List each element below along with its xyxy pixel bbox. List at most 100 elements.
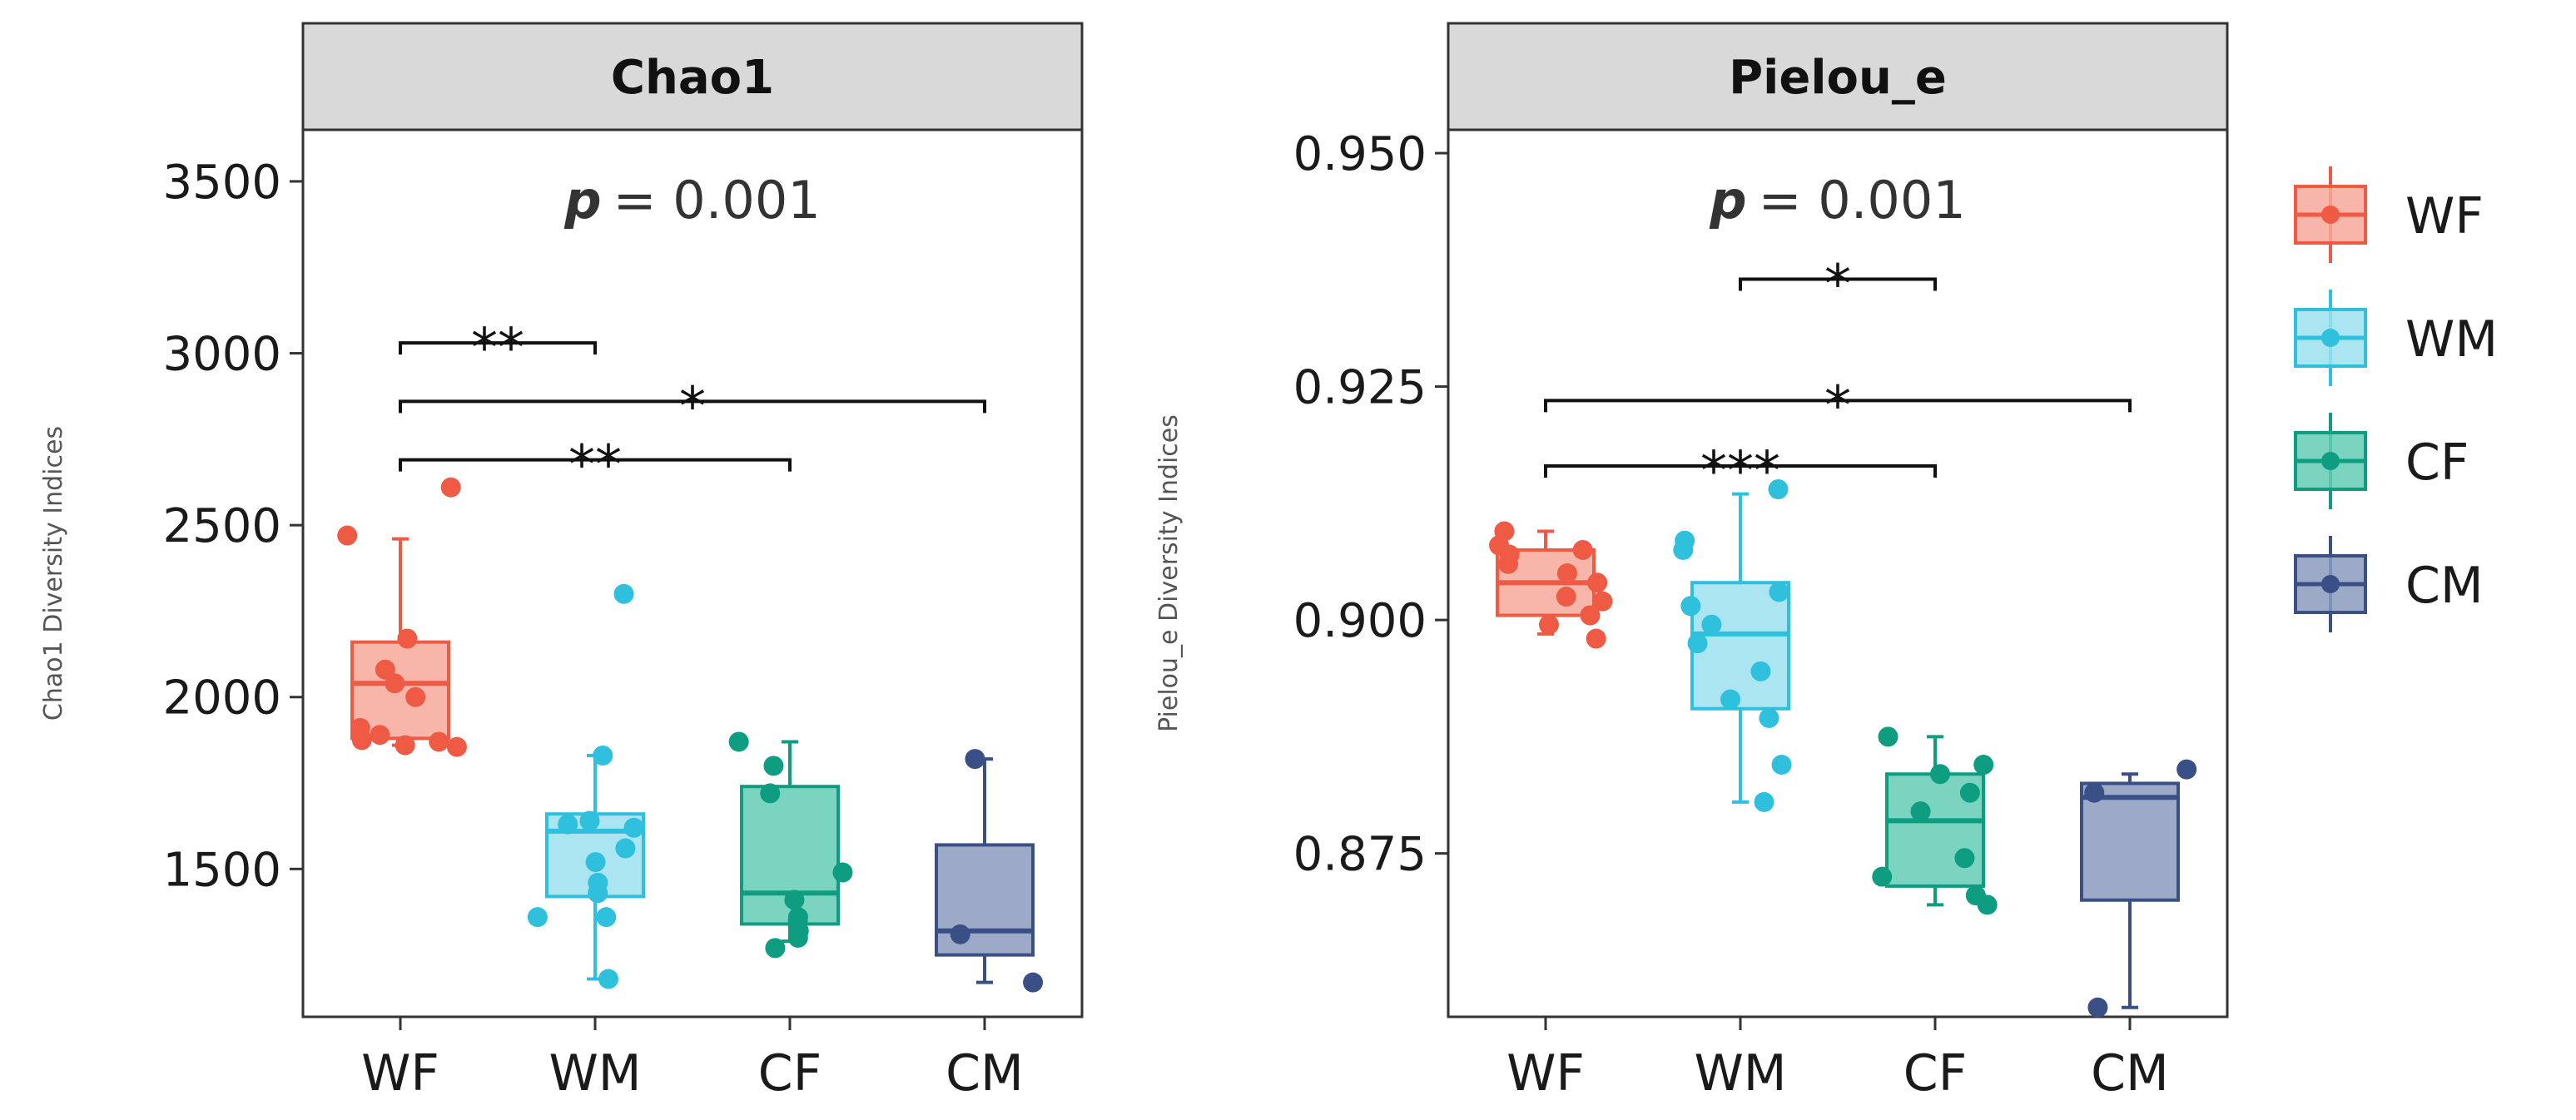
chao1-box-cf: [728, 731, 853, 959]
comparison-bracket: [399, 399, 986, 414]
data-point: [1023, 972, 1044, 993]
chao1-y-axis-label: Chao1 Diversity Indices: [39, 426, 68, 721]
chao1-comparison-wf-cf: **: [399, 435, 792, 497]
legend-key-point: [2321, 329, 2340, 347]
pielou-p-text: = 0.001: [1759, 170, 1966, 230]
pielou-p-symbol: p: [1709, 170, 1746, 230]
data-point: [429, 731, 449, 752]
data-point: [527, 907, 548, 928]
data-point: [784, 890, 805, 910]
data-point: [1586, 628, 1606, 649]
pielou-ytick-label: 0.900: [1293, 594, 1427, 648]
data-point: [395, 735, 415, 756]
chao1-xtick-label-cf: CF: [758, 1044, 821, 1103]
legend-label: CF: [2405, 434, 2469, 492]
box-iqr: [935, 843, 1035, 957]
data-point: [1771, 755, 1792, 776]
data-point: [2084, 782, 2105, 803]
chao1-ytick-label: 1500: [162, 843, 281, 897]
data-point: [1768, 479, 1789, 500]
legend: WF WM CF CM: [2294, 166, 2498, 632]
panel-pielou-e: Pielou_e Pielou_e Diversity Indices p = 0…: [1154, 22, 2229, 1103]
pielou-title: Pielou_e: [1729, 51, 1947, 105]
chao1-box-wm: [527, 583, 645, 989]
data-point: [1556, 563, 1577, 583]
data-point: [596, 907, 617, 928]
legend-label: WF: [2405, 187, 2484, 245]
pielou-box-wm: [1673, 479, 1792, 812]
data-point: [787, 927, 808, 948]
significance-stars: *: [679, 376, 706, 438]
data-point: [588, 883, 608, 904]
data-point: [1977, 895, 1998, 915]
legend-key-point: [2321, 452, 2340, 470]
pielou-comparison-wf-cm: *: [1544, 375, 2132, 437]
data-point: [1587, 572, 1608, 593]
data-point: [613, 583, 634, 604]
data-point: [1556, 587, 1576, 607]
data-point: [950, 924, 970, 944]
data-point: [585, 852, 606, 873]
data-point: [1872, 866, 1893, 887]
data-point: [1910, 801, 1931, 822]
data-point: [440, 477, 461, 498]
data-point: [2176, 759, 2197, 780]
data-point: [370, 725, 390, 746]
chao1-ytick-label: 3500: [162, 156, 281, 210]
data-point: [1687, 633, 1708, 654]
data-point: [615, 838, 636, 859]
legend-key-point: [2321, 575, 2340, 593]
chao1-ytick-label: 3000: [162, 328, 281, 382]
data-point: [1538, 614, 1559, 635]
pielou-xtick-label-wf: WF: [1506, 1044, 1585, 1103]
chao1-ytick-label: 2500: [162, 499, 281, 553]
data-point: [1750, 661, 1771, 681]
comparison-bracket: [1544, 463, 1937, 478]
data-point: [623, 817, 644, 838]
data-point: [728, 731, 749, 752]
legend-label: CM: [2405, 557, 2484, 615]
data-point: [1701, 614, 1722, 635]
pielou-p-value: p = 0.001: [1709, 170, 1966, 230]
chao1-p-text: = 0.001: [613, 170, 821, 230]
pielou-ytick-label: 0.925: [1293, 361, 1427, 415]
comparison-bracket: [1739, 277, 1937, 291]
data-point: [1754, 791, 1774, 812]
data-point: [1572, 539, 1593, 560]
significance-stars: **: [568, 435, 622, 497]
comparison-bracket: [399, 458, 792, 472]
data-point: [1973, 755, 1994, 776]
data-point: [763, 756, 784, 776]
data-point: [1498, 553, 1519, 574]
data-point: [760, 783, 781, 804]
data-point: [2087, 997, 2108, 1018]
legend-item-cm: CM: [2294, 536, 2484, 632]
pielou-box-cm: [2080, 759, 2197, 1018]
comparison-bracket: [399, 341, 597, 355]
chao1-ytick-label: 2000: [162, 672, 281, 726]
chao1-title: Chao1: [611, 51, 774, 105]
chao1-strip: [301, 22, 1084, 131]
data-point: [593, 745, 613, 766]
data-point: [558, 814, 578, 835]
chao1-xtick-label-cm: CM: [946, 1044, 1024, 1103]
data-point: [446, 736, 467, 757]
data-point: [965, 749, 985, 770]
legend-item-wm: WM: [2294, 290, 2498, 386]
legend-key-point: [2321, 206, 2340, 224]
chao1-comparison-wf-cm: *: [399, 376, 986, 438]
pielou-ytick-label: 0.950: [1293, 127, 1427, 181]
data-point: [1720, 689, 1741, 710]
chao1-comparison-wf-wm: **: [399, 318, 597, 379]
box-iqr: [1690, 581, 1790, 711]
data-point: [765, 938, 786, 959]
data-point: [385, 673, 405, 694]
chao1-box-cm: [935, 749, 1044, 993]
pielou-xtick-label-cf: CF: [1903, 1044, 1967, 1103]
chao1-p-value: p = 0.001: [563, 170, 821, 230]
box-iqr: [2080, 781, 2180, 902]
legend-label: WM: [2405, 310, 2498, 369]
pielou-xtick-label-cm: CM: [2091, 1044, 2169, 1103]
data-point: [1580, 605, 1601, 626]
